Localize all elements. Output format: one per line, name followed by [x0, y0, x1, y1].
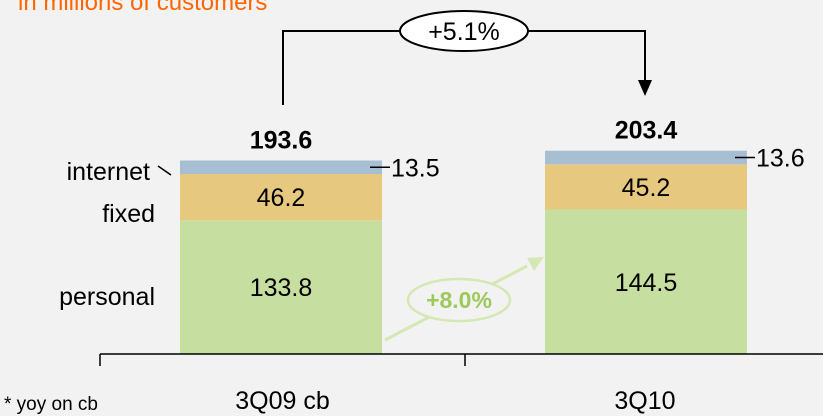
personal-growth-annotation: +8.0%: [384, 257, 544, 342]
total-growth-oval: [399, 10, 529, 52]
internet-value-label: 13.5: [391, 154, 440, 182]
personal-value-label: 144.5: [615, 269, 678, 297]
legend-label-internet: internet: [67, 158, 150, 186]
growth-bracket-arrowhead: [638, 80, 652, 96]
bars-layer: [180, 150, 747, 354]
personal-growth-oval: [406, 277, 512, 323]
fixed-value-label: 46.2: [257, 184, 306, 212]
bar-segment-internet: [545, 150, 747, 165]
bar-segment-fixed: [180, 174, 382, 221]
labels-layer: 133.8 46.2 13.5 193.6 3Q09 cb 144.5 45.2 13.6 20…: [59, 117, 805, 415]
footnote: * yoy on cb: [4, 394, 98, 415]
total-value-label: 203.4: [615, 117, 678, 145]
personal-value-label: 133.8: [250, 274, 313, 302]
legend-internet-pointer: [157, 165, 172, 176]
legend-label-fixed: fixed: [102, 200, 155, 228]
total-value-label: 193.6: [250, 127, 313, 155]
bar-segment-fixed: [545, 164, 747, 210]
bar-segment-personal: [180, 220, 382, 354]
bar-segment-personal: [545, 209, 747, 354]
personal-growth-label: +8.0%: [426, 287, 492, 313]
category-label: 3Q09 cb: [235, 387, 330, 415]
category-label: 3Q10: [614, 387, 675, 415]
chart-subtitle: in millions of customers: [18, 0, 267, 16]
bar-segment-internet: [180, 160, 382, 174]
legend-label-personal: personal: [59, 283, 155, 311]
internet-value-label: 13.6: [756, 145, 805, 173]
total-growth-label: +5.1%: [428, 18, 500, 46]
personal-growth-arrowhead: [527, 257, 544, 271]
total-growth-bracket: +5.1%: [282, 10, 652, 105]
fixed-value-label: 45.2: [622, 174, 671, 202]
